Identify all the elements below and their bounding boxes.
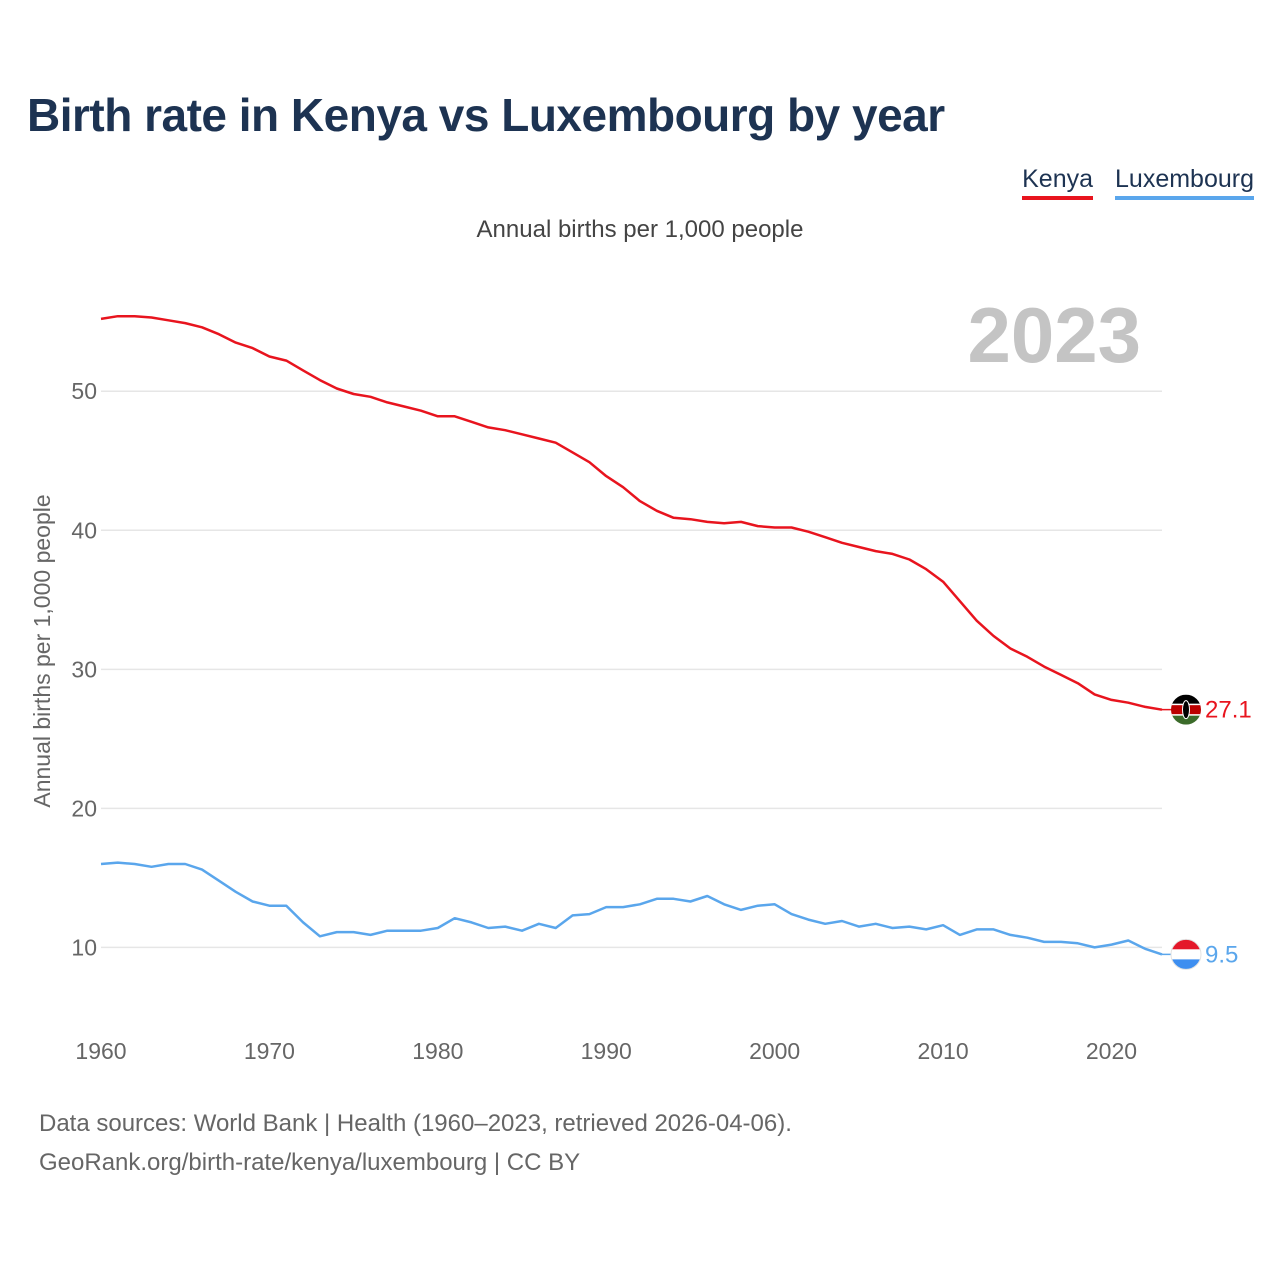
legend-item-luxembourg[interactable]: Luxembourg bbox=[1115, 164, 1254, 200]
y-tick-label: 40 bbox=[71, 517, 97, 543]
data-source-note: Data sources: World Bank | Health (1960–… bbox=[39, 1110, 792, 1137]
x-tick-label: 2020 bbox=[1086, 1038, 1137, 1064]
y-axis-ticks: 10 20 30 40 50 bbox=[71, 378, 97, 960]
series-lines bbox=[100, 314, 1163, 956]
x-tick-label: 1960 bbox=[75, 1038, 126, 1064]
y-tick-label: 20 bbox=[71, 795, 97, 821]
x-tick-label: 2000 bbox=[749, 1038, 800, 1064]
series-line-kenya[interactable] bbox=[100, 314, 1163, 711]
legend-item-kenya[interactable]: Kenya bbox=[1022, 164, 1094, 200]
y-tick-label: 50 bbox=[71, 378, 97, 404]
legend: Kenya Luxembourg bbox=[1022, 164, 1254, 200]
x-axis-ticks: 1960 1970 1980 1990 2000 2010 2020 bbox=[75, 1038, 1137, 1064]
x-tick-label: 1970 bbox=[244, 1038, 295, 1064]
kenya-flag-icon bbox=[1171, 694, 1201, 725]
current-year-label: 2023 bbox=[967, 291, 1141, 379]
y-tick-label: 30 bbox=[71, 656, 97, 682]
x-tick-label: 2010 bbox=[917, 1038, 968, 1064]
y-tick-label: 10 bbox=[71, 934, 97, 960]
x-tick-label: 1980 bbox=[412, 1038, 463, 1064]
luxembourg-end-value: 9.5 bbox=[1205, 941, 1238, 968]
footer: Data sources: World Bank | Health (1960–… bbox=[39, 1104, 792, 1182]
luxembourg-flag-icon bbox=[1171, 939, 1201, 970]
y-axis-title: Annual births per 1,000 people bbox=[29, 494, 55, 807]
gridlines bbox=[101, 390, 1162, 949]
series-line-luxembourg[interactable] bbox=[100, 861, 1163, 956]
source-url: GeoRank.org/birth-rate/kenya/luxembourg … bbox=[39, 1149, 581, 1176]
kenya-end-value: 27.1 bbox=[1205, 697, 1252, 724]
x-tick-label: 1990 bbox=[581, 1038, 632, 1064]
end-markers: 27.1 9.5 bbox=[1162, 694, 1252, 970]
chart-subtitle: Annual births per 1,000 people bbox=[476, 216, 804, 243]
chart-title: Birth rate in Kenya vs Luxembourg by yea… bbox=[27, 89, 945, 141]
